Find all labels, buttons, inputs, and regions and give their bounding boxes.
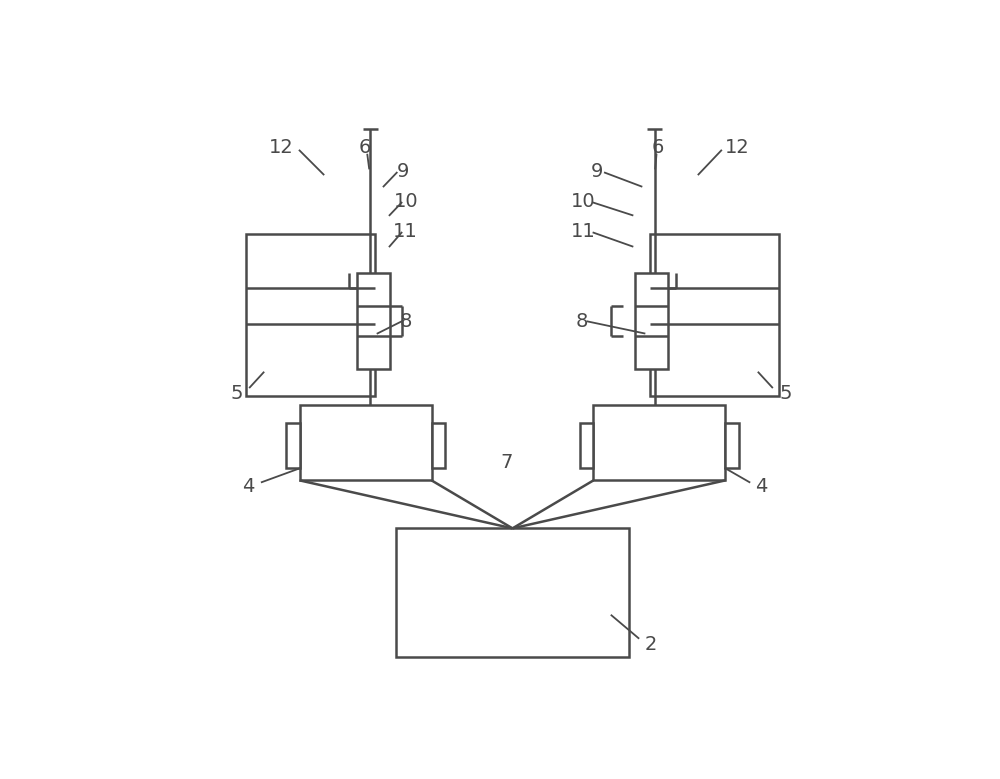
Bar [580,424,593,468]
Text: 12: 12 [725,138,750,157]
Text: 12: 12 [269,138,294,157]
Text: 8: 8 [575,312,588,331]
Text: 9: 9 [397,162,410,181]
Text: 11: 11 [393,222,418,241]
Bar [357,273,390,369]
Text: 5: 5 [779,384,792,403]
Text: 6: 6 [358,138,371,157]
Text: 2: 2 [644,635,657,654]
Bar [650,234,779,397]
Bar [396,528,629,657]
Bar [593,405,725,481]
Bar [246,234,375,397]
Text: 4: 4 [755,477,768,496]
Text: 11: 11 [571,222,596,241]
Text: 6: 6 [651,138,664,157]
Bar [635,273,668,369]
Text: 10: 10 [393,192,418,211]
Text: 10: 10 [571,192,596,211]
Text: 7: 7 [500,453,513,472]
Text: 9: 9 [590,162,603,181]
Text: 4: 4 [242,477,255,496]
Bar [300,405,432,481]
Bar [725,424,739,468]
Bar [432,424,445,468]
Bar [286,424,300,468]
Text: 5: 5 [230,384,243,403]
Text: 8: 8 [400,312,412,331]
